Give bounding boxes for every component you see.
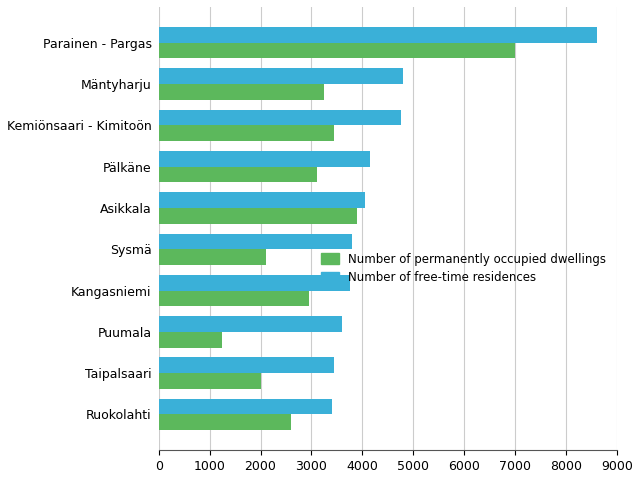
Bar [159, 249, 266, 265]
Bar [159, 234, 352, 249]
Bar [159, 84, 324, 100]
Bar [159, 358, 334, 373]
Bar [159, 192, 365, 208]
Bar [159, 275, 349, 290]
Bar [159, 208, 357, 224]
Bar [159, 332, 222, 348]
Bar [159, 167, 317, 182]
Bar [159, 415, 291, 430]
Bar [159, 68, 403, 84]
Bar [159, 110, 401, 125]
Bar [159, 125, 334, 141]
Bar [159, 290, 309, 306]
Bar [159, 151, 370, 167]
Bar [159, 399, 332, 415]
Bar [159, 27, 596, 43]
Bar [159, 373, 260, 389]
Bar [159, 316, 342, 332]
Legend: Number of permanently occupied dwellings, Number of free-time residences: Number of permanently occupied dwellings… [317, 248, 611, 289]
Bar [159, 43, 515, 59]
